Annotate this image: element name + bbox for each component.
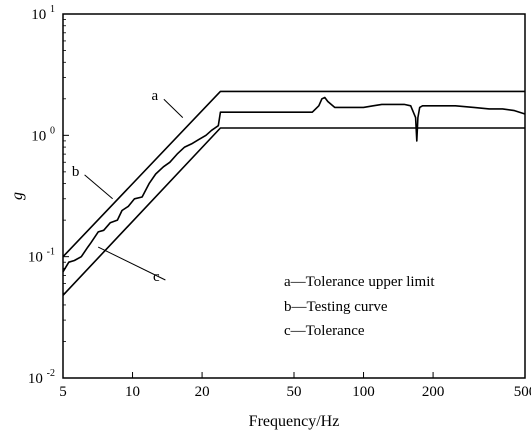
x-tick-label: 200 [422, 384, 445, 400]
x-axis-title: Frequency/Hz [249, 413, 340, 430]
y-tick-label: 10 -1 [28, 247, 55, 266]
x-tick-label: 100 [352, 384, 375, 400]
x-tick-label: 20 [195, 384, 210, 400]
y-tick-label: 10 -2 [28, 368, 55, 387]
series-line-a [62, 90, 525, 258]
y-tick-label: 10 1 [31, 4, 55, 23]
legend-entry-a: a—Tolerance upper limit [284, 274, 435, 290]
curve-label-leader [163, 98, 184, 118]
curve-label-leader [97, 246, 166, 281]
curve-label-c: c [153, 269, 160, 285]
series-line-c [62, 127, 525, 296]
curve-label-a: a [152, 88, 159, 104]
x-tick-label: 5 [59, 384, 67, 400]
legend-entry-b: b—Testing curve [284, 299, 388, 315]
y-tick-label: 10 0 [31, 125, 55, 144]
series-line-b [62, 96, 526, 273]
x-tick-label: 10 [125, 384, 140, 400]
curve-label-leader [84, 174, 113, 200]
y-axis-title: g [9, 192, 26, 200]
legend: a—Tolerance upper limit b—Testing curve … [284, 274, 435, 339]
curve-label-b: b [72, 164, 80, 180]
legend-entry-c: c—Tolerance [284, 323, 365, 339]
x-tick-label: 50 [287, 384, 302, 400]
x-tick-label: 500 [514, 384, 531, 400]
ticks: 5 10 20 50 100 200 500 10 -2 10 -1 10 0 10 1 [28, 4, 531, 400]
curve-labels: a b c [72, 88, 184, 285]
series-layer [62, 90, 526, 296]
